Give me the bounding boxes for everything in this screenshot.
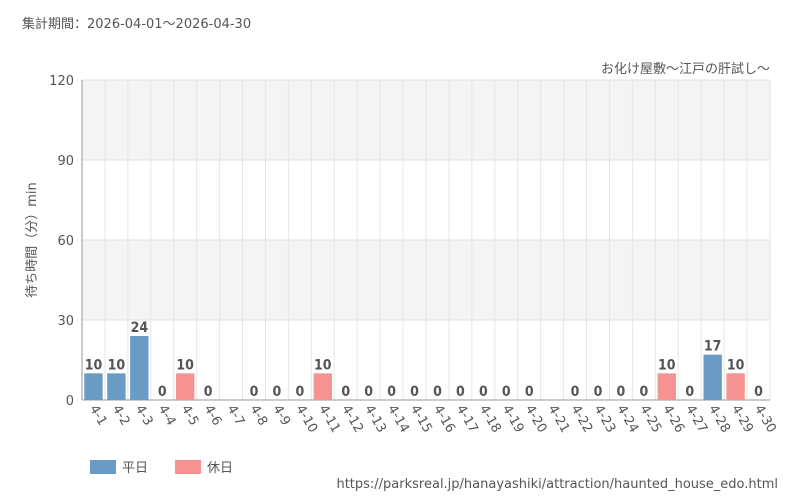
value-label: 0 (594, 384, 603, 400)
bar (703, 354, 722, 400)
value-label: 0 (571, 384, 580, 400)
x-tick-label: 4-30 (751, 403, 779, 436)
value-label: 10 (727, 357, 745, 373)
value-label: 0 (525, 384, 534, 400)
value-label: 17 (704, 339, 722, 355)
x-tick-label: 4-21 (545, 403, 573, 436)
y-axis-label: 待ち時間（分）min (25, 182, 40, 298)
source: https://parksreal.jp/hanayashiki/attract… (336, 477, 778, 492)
bar (313, 373, 332, 400)
value-label: 0 (273, 384, 282, 400)
value-label: 0 (456, 384, 465, 400)
value-label: 0 (387, 384, 396, 400)
x-tick-label: 4-9 (269, 403, 293, 429)
x-tick-label: 4-22 (568, 403, 596, 436)
value-label: 0 (158, 384, 167, 400)
legend-label: 休日 (207, 461, 233, 476)
x-tick-label: 4-7 (224, 403, 248, 429)
x-tick-label: 4-17 (453, 403, 481, 436)
legend-swatch (90, 460, 116, 474)
value-label: 10 (85, 357, 103, 373)
legend-swatch (175, 460, 201, 474)
x-tick-label: 4-2 (109, 403, 133, 429)
x-tick-label: 4-29 (728, 403, 756, 436)
x-tick-label: 4-25 (636, 403, 664, 436)
value-label: 0 (754, 384, 763, 400)
bar (726, 373, 745, 400)
value-label: 0 (639, 384, 648, 400)
value-label: 0 (204, 384, 213, 400)
bar (657, 373, 676, 400)
x-tick-label: 4-27 (682, 403, 710, 436)
value-label: 0 (250, 384, 259, 400)
value-label: 10 (658, 357, 676, 373)
y-tick-label: 0 (66, 394, 74, 409)
x-tick-label: 4-24 (613, 403, 641, 436)
bar (84, 373, 103, 400)
value-label: 0 (410, 384, 419, 400)
value-label: 24 (131, 320, 149, 336)
y-tick-label: 90 (57, 154, 74, 169)
value-label: 0 (295, 384, 304, 400)
value-label: 0 (502, 384, 511, 400)
x-tick-label: 4-19 (499, 403, 527, 436)
value-label: 10 (176, 357, 194, 373)
value-label: 0 (341, 384, 350, 400)
x-tick-label: 4-1 (86, 403, 110, 429)
value-label: 10 (314, 357, 332, 373)
x-tick-label: 4-5 (178, 403, 202, 429)
x-tick-label: 4-4 (155, 403, 179, 429)
x-tick-label: 4-23 (591, 403, 619, 436)
y-tick-label: 120 (49, 74, 74, 89)
x-tick-label: 4-6 (201, 403, 225, 429)
x-tick-label: 4-20 (522, 403, 550, 436)
y-tick-label: 30 (57, 314, 74, 329)
x-tick-label: 4-14 (384, 403, 412, 436)
x-tick-label: 4-11 (315, 403, 343, 436)
chart-subtitle: お化け屋敷～江戸の肝試し～ (601, 61, 770, 77)
x-tick-label: 4-15 (407, 403, 435, 436)
chart-title: 集計期間：2026-04-01～2026-04-30 (22, 16, 251, 32)
bar (107, 373, 126, 400)
value-label: 0 (685, 384, 694, 400)
x-tick-label: 4-16 (430, 403, 458, 436)
x-tick-label: 4-12 (338, 403, 366, 436)
x-tick-label: 4-18 (476, 403, 504, 436)
x-tick-label: 4-10 (292, 403, 320, 436)
x-tick-label: 4-8 (247, 403, 271, 429)
x-tick-label: 4-3 (132, 403, 156, 429)
x-tick-label: 4-26 (659, 403, 687, 436)
x-tick-label: 4-13 (361, 403, 389, 436)
bar (130, 336, 149, 400)
value-label: 0 (364, 384, 373, 400)
bar (176, 373, 195, 400)
x-tick-label: 4-28 (705, 403, 733, 436)
y-tick-label: 60 (57, 234, 74, 249)
value-label: 10 (108, 357, 126, 373)
value-label: 0 (617, 384, 626, 400)
value-label: 0 (433, 384, 442, 400)
legend-label: 平日 (122, 461, 148, 476)
value-label: 0 (479, 384, 488, 400)
